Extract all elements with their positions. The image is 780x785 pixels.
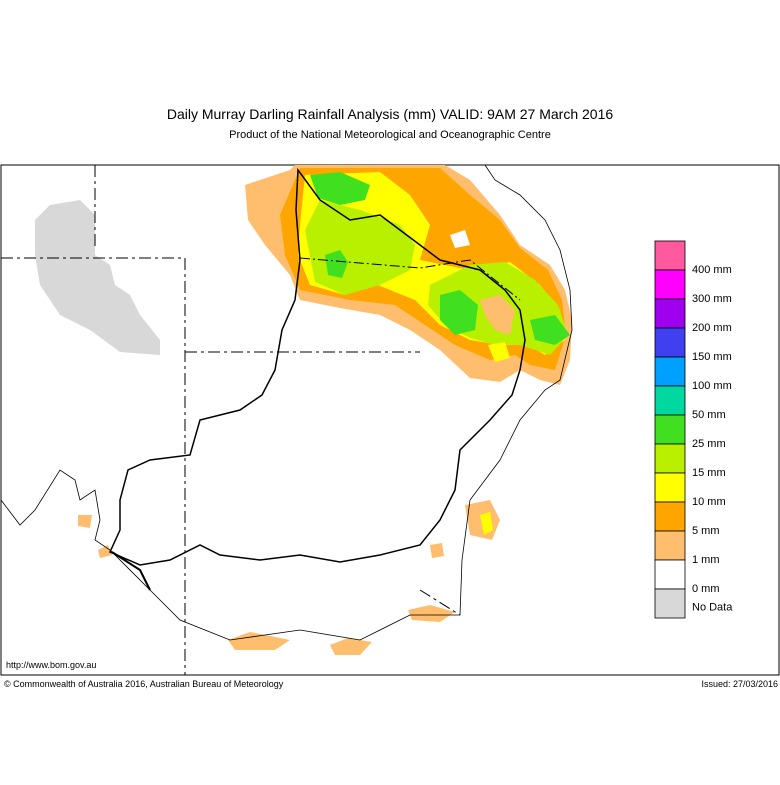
legend-swatch: [654, 269, 686, 300]
legend-label: 50 mm: [692, 409, 726, 421]
legend-label: 150 mm: [692, 351, 732, 363]
legend-swatch: [654, 327, 686, 358]
legend-label: 15 mm: [692, 467, 726, 479]
legend-label: 300 mm: [692, 293, 732, 305]
issued-date: Issued: 27/03/2016: [701, 679, 778, 689]
copyright: © Commonwealth of Australia 2016, Austra…: [4, 679, 284, 689]
legend-label: 1 mm: [692, 554, 720, 566]
title: Daily Murray Darling Rainfall Analysis (…: [167, 106, 614, 122]
legend-swatch: [654, 240, 686, 271]
legend-label: 100 mm: [692, 380, 732, 392]
legend-label: 400 mm: [692, 264, 732, 276]
legend-label: 0 mm: [692, 583, 720, 595]
subtitle: Product of the National Meteorological a…: [229, 129, 551, 141]
map-layer: [0, 164, 573, 675]
legend-swatch: [654, 588, 686, 619]
legend-label: 200 mm: [692, 322, 732, 334]
legend-swatch: [654, 559, 686, 590]
legend-swatch: [654, 530, 686, 561]
legend-swatch: [654, 443, 686, 474]
legend-swatch: [654, 472, 686, 503]
legend-label: 5 mm: [692, 525, 720, 537]
legend-swatch: [654, 501, 686, 532]
legend-label: No Data: [692, 601, 733, 613]
legend-label: 10 mm: [692, 496, 726, 508]
legend: 400 mm 300 mm 200 mm 150 mm 100 mm 50 mm 25 mm…: [654, 240, 733, 619]
legend-label: 25 mm: [692, 438, 726, 450]
legend-swatch: [654, 414, 686, 445]
legend-swatch: [654, 356, 686, 387]
legend-swatch: [654, 298, 686, 329]
source-url: http://www.bom.gov.au: [6, 660, 96, 670]
legend-swatch: [654, 385, 686, 416]
